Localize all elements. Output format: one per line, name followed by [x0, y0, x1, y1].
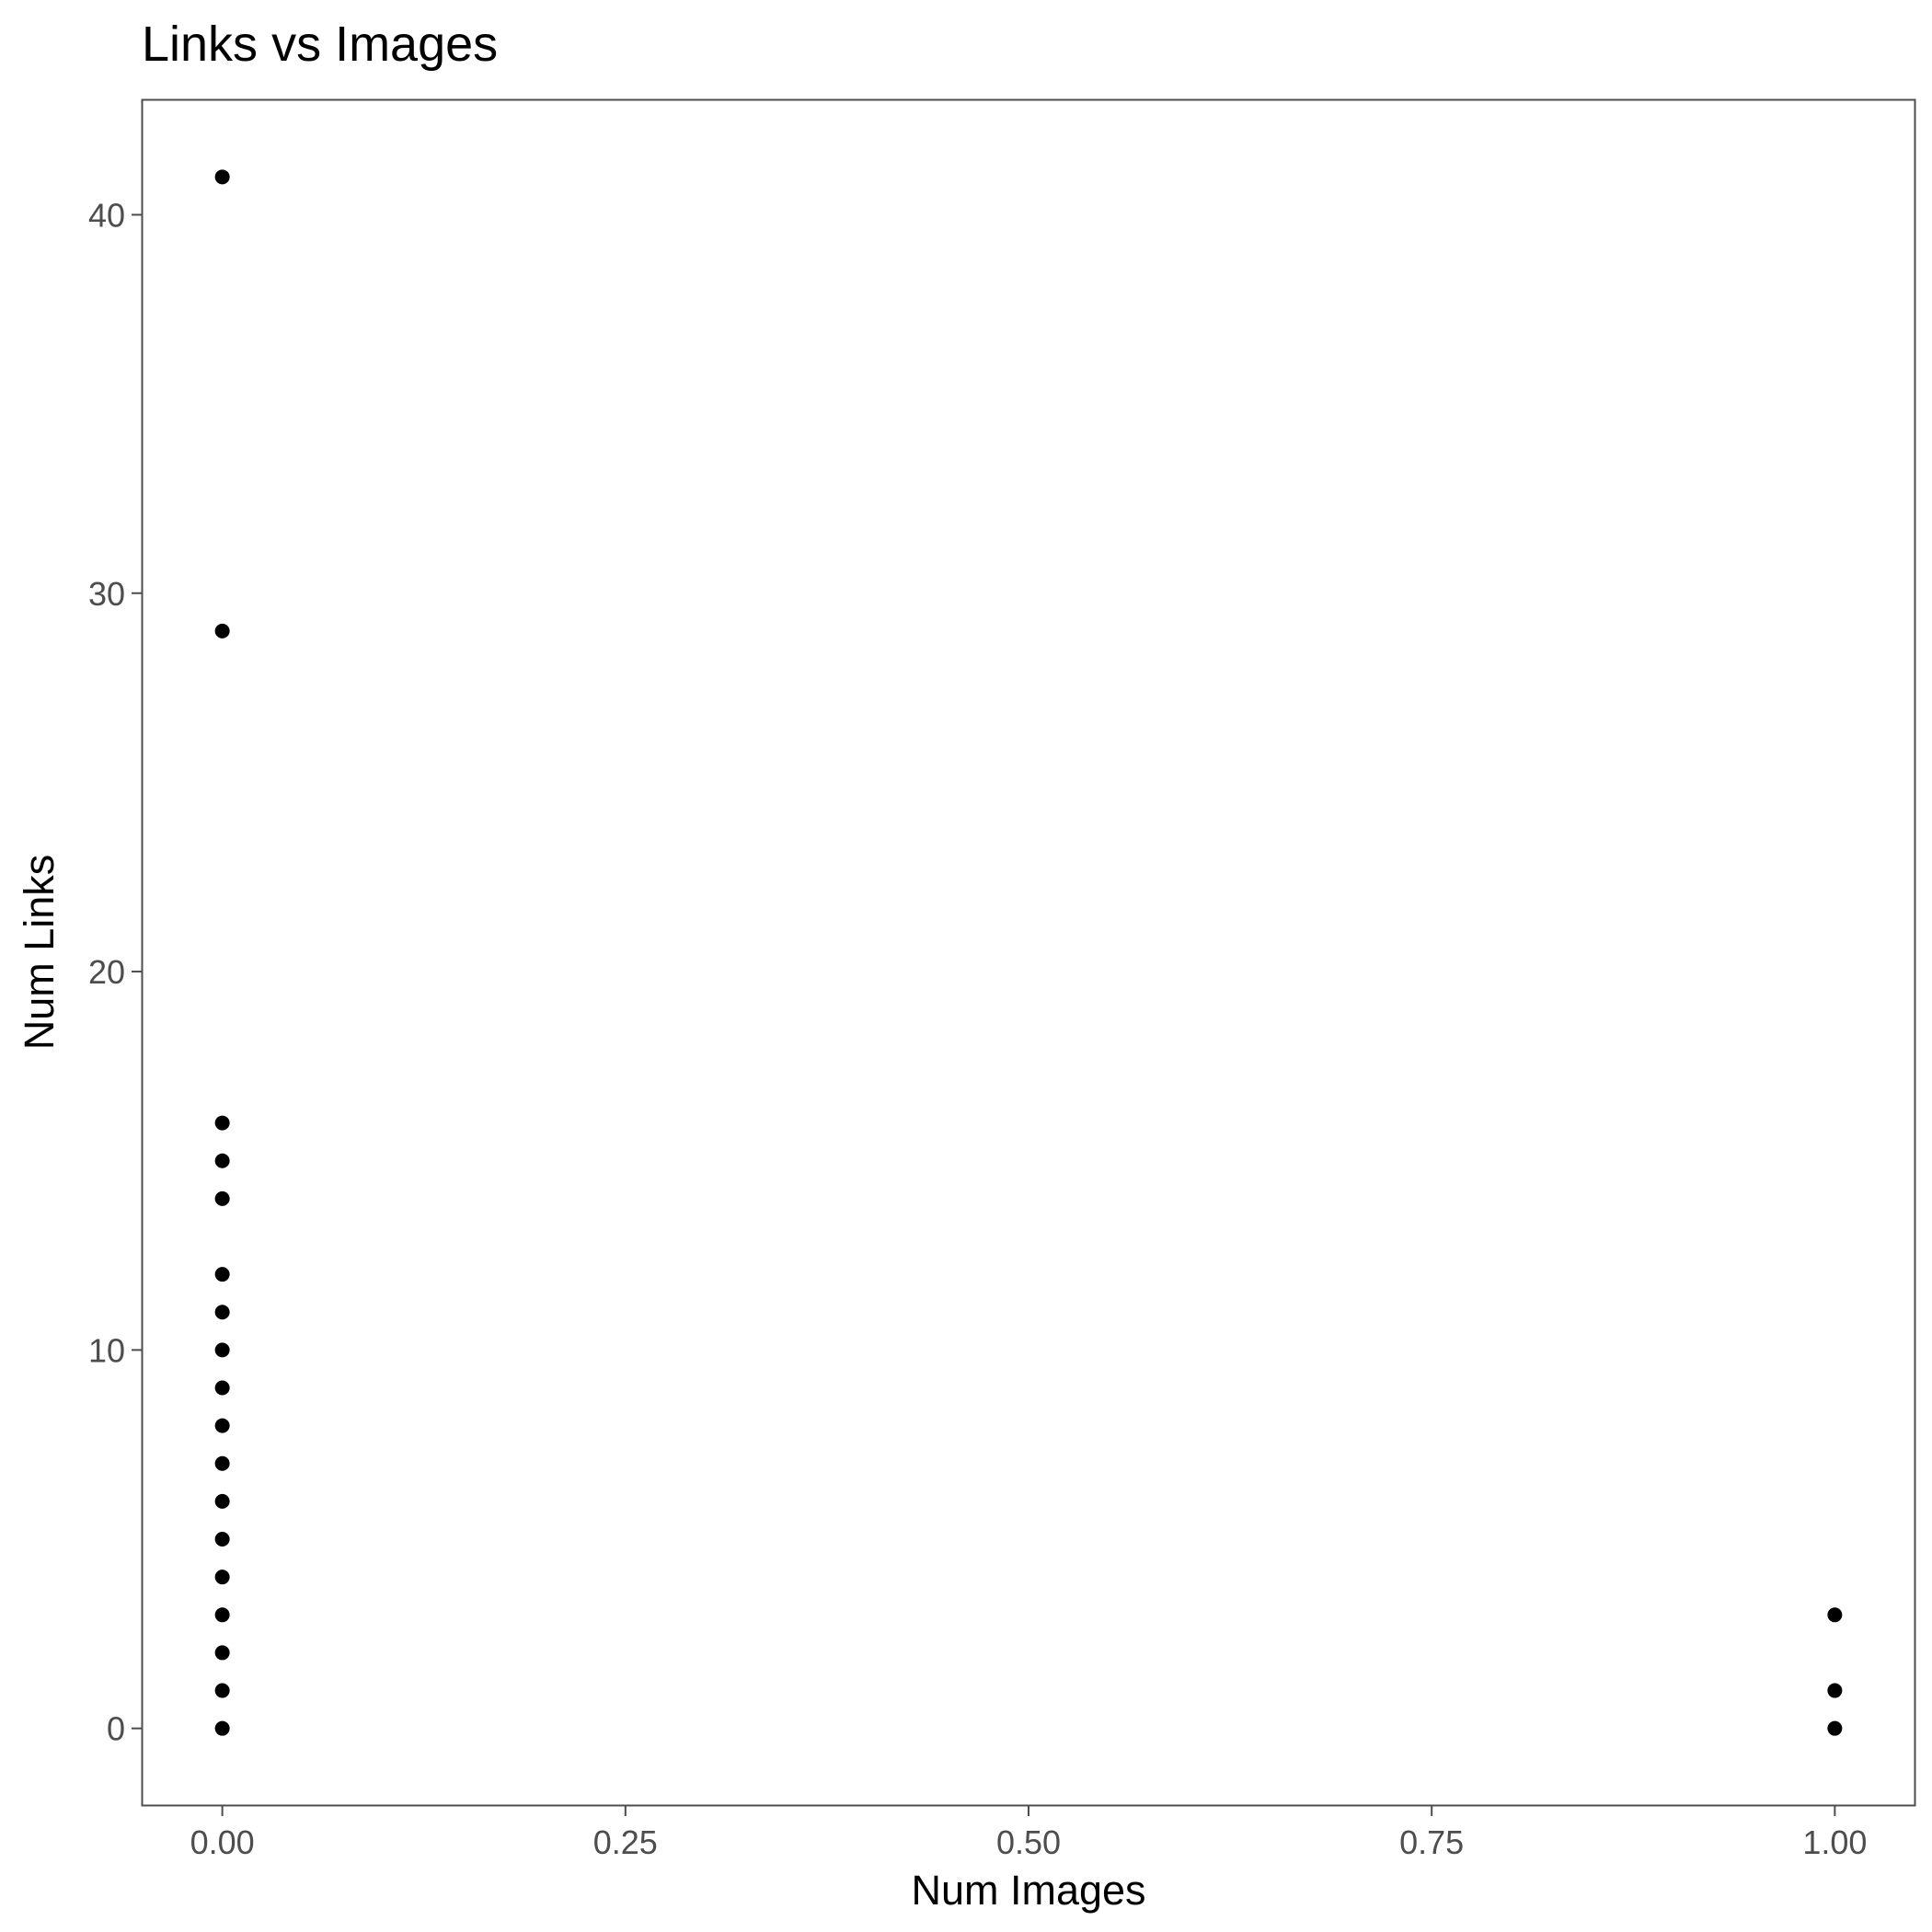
y-tick-label: 0 [107, 1710, 125, 1748]
data-point [214, 1532, 230, 1547]
y-tick-label: 30 [88, 575, 125, 613]
y-axis: 0 10 20 30 40 [88, 196, 142, 1748]
y-tick-label: 20 [88, 953, 125, 991]
data-point [214, 1570, 230, 1585]
data-point [214, 1607, 230, 1623]
data-point [214, 1305, 230, 1320]
y-tick-label: 40 [88, 196, 125, 234]
data-point [1827, 1720, 1843, 1736]
y-axis-title: Num Links [16, 855, 63, 1051]
data-point [1827, 1683, 1843, 1698]
data-point [214, 1115, 230, 1131]
data-point [214, 1455, 230, 1471]
data-point [214, 1493, 230, 1509]
x-axis: 0.00 0.25 0.50 0.75 1.00 [190, 1806, 1867, 1861]
chart-title: Links vs Images [142, 17, 498, 72]
data-points [214, 169, 1843, 1736]
data-point [214, 1153, 230, 1168]
data-point [214, 1380, 230, 1396]
plot-panel [141, 98, 1916, 1807]
x-tick-label: 1.00 [1802, 1823, 1867, 1861]
data-point [214, 1190, 230, 1206]
x-tick-label: 0.25 [593, 1823, 658, 1861]
data-point [214, 623, 230, 638]
x-tick-label: 0.50 [996, 1823, 1061, 1861]
data-point [214, 169, 230, 185]
y-tick-label: 10 [88, 1331, 125, 1369]
data-point [214, 1342, 230, 1358]
x-axis-title: Num Images [911, 1867, 1145, 1914]
data-point [1827, 1607, 1843, 1623]
data-point [214, 1645, 230, 1661]
data-point [214, 1720, 230, 1736]
x-tick-label: 0.00 [190, 1823, 255, 1861]
data-point [214, 1418, 230, 1433]
data-point [214, 1683, 230, 1698]
x-tick-label: 0.75 [1399, 1823, 1464, 1861]
data-point [214, 1267, 230, 1282]
